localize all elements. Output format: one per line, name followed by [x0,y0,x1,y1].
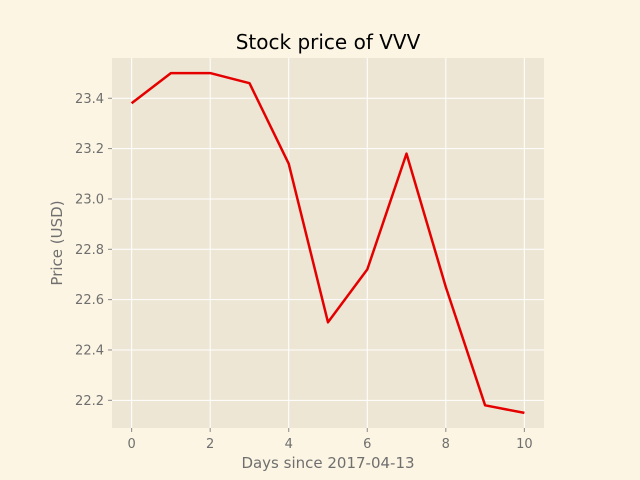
y-tick-label: 22.2 [75,394,104,409]
y-tick-label: 23.2 [75,142,104,157]
price-series-line [130,71,525,415]
y-tick-label: 22.4 [75,343,104,358]
x-tick-label: 0 [127,437,135,452]
y-tick-label: 22.8 [75,243,104,258]
series-layer [130,71,525,415]
axis-ticks: 0 2 4 6 8 10 22.2 22.4 22.6 22.8 23.0 23.2 23.4 [75,92,533,452]
chart-title: Stock price of VVV [236,30,421,54]
x-tick-label: 10 [516,437,533,452]
x-tick-label: 2 [206,437,214,452]
x-tick-label: 6 [363,437,371,452]
x-tick-label: 8 [442,437,450,452]
x-tick-label: 4 [285,437,293,452]
x-axis-label: Days since 2017-04-13 [241,454,414,472]
grid-lines [112,58,544,428]
y-tick-label: 22.6 [75,293,104,308]
y-tick-label: 23.0 [75,192,104,207]
y-axis-label: Price (USD) [48,200,66,285]
plot-area [112,58,544,428]
y-tick-label: 23.4 [75,92,104,107]
